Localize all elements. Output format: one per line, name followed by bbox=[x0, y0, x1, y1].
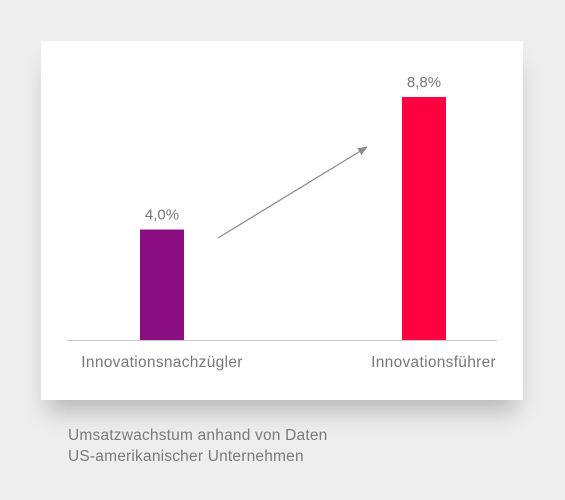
trend-arrow bbox=[217, 146, 368, 239]
caption-line-1: Umsatzwachstum anhand von Daten bbox=[68, 427, 328, 444]
caption-line-2: US-amerikanischer Unternehmen bbox=[68, 448, 304, 465]
bar-1 bbox=[140, 229, 184, 340]
value-label-1: 4,0% bbox=[145, 207, 179, 224]
bar-chart: 4,0% Innovationsnachzügler 8,8% Innovations… bbox=[67, 74, 497, 371]
chart-card: 4,0% Innovationsnachzügler 8,8% Innovations… bbox=[41, 41, 523, 400]
chart-caption: Umsatzwachstum anhand von Daten US-ameri… bbox=[68, 425, 508, 467]
value-label-2: 8,8% bbox=[407, 74, 441, 91]
category-label-2: Innovationsführer bbox=[371, 354, 496, 371]
bar-2 bbox=[402, 97, 446, 340]
category-label-1: Innovationsnachzügler bbox=[81, 354, 242, 371]
